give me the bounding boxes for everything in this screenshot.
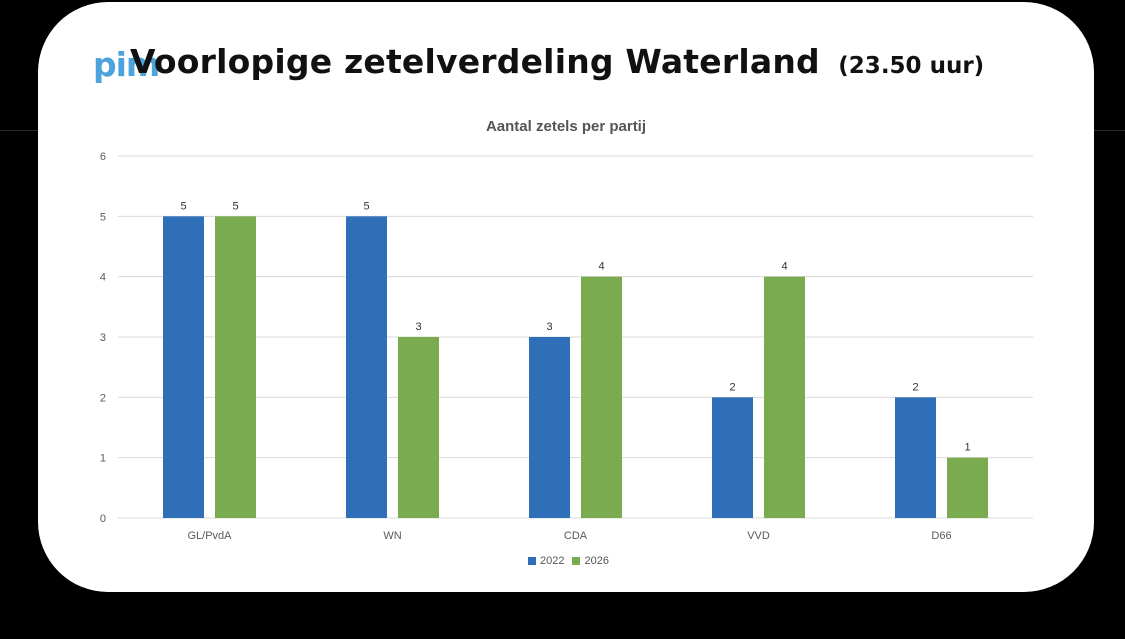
y-tick-label: 5 <box>100 211 106 223</box>
bar-2026 <box>581 276 622 518</box>
bar-2026 <box>764 276 805 518</box>
bar-chart: 0 1 2 3 4 5 6 5 5 GL/PvdA 5 3 WN 3 4 CDA 2 4 VVD 2 1 D66 <box>100 151 1033 542</box>
y-tick-label: 0 <box>100 513 106 525</box>
legend-item-2022: 2022 <box>528 555 564 567</box>
data-label: 5 <box>180 200 186 212</box>
chart-legend: 2022 2026 <box>528 555 609 567</box>
data-label: 2 <box>729 381 735 393</box>
data-label: 5 <box>232 200 238 212</box>
slide-card: pim Voorlopige zetelverdeling Waterland … <box>38 2 1094 592</box>
bar-2022 <box>895 397 936 518</box>
bar-2026 <box>947 457 988 518</box>
y-tick-label: 2 <box>100 392 106 404</box>
y-tick-label: 3 <box>100 332 106 344</box>
chart-title: Aantal zetels per partij <box>485 118 647 135</box>
data-label: 5 <box>363 200 369 212</box>
data-label: 3 <box>415 321 421 333</box>
timestamp: (23.50 uur) <box>838 53 985 79</box>
page-title: Voorlopige zetelverdeling Waterland <box>130 42 820 81</box>
x-tick-label: D66 <box>931 530 951 542</box>
x-tick-label: GL/PvdA <box>187 530 232 542</box>
pim-logo: pim <box>93 45 160 84</box>
legend-label-2026: 2026 <box>584 555 609 567</box>
x-tick-label: WN <box>383 530 401 542</box>
x-tick-label: VVD <box>747 530 770 542</box>
legend-swatch-2022 <box>528 557 536 565</box>
data-label: 4 <box>598 261 604 273</box>
data-label: 3 <box>546 321 552 333</box>
headline: Voorlopige zetelverdeling Waterland (23.… <box>130 42 984 81</box>
y-tick-label: 1 <box>100 453 106 465</box>
bar-2022 <box>712 397 753 518</box>
data-label: 4 <box>781 261 787 273</box>
y-tick-label: 6 <box>100 151 106 163</box>
bar-2026 <box>215 216 256 519</box>
data-label: 2 <box>912 381 918 393</box>
bar-2022 <box>163 216 204 519</box>
x-tick-label: CDA <box>564 530 588 542</box>
legend-swatch-2026 <box>572 557 581 565</box>
bar-2026 <box>398 337 439 518</box>
legend-item-2026: 2026 <box>572 555 609 567</box>
bar-2022 <box>529 337 570 518</box>
y-tick-label: 4 <box>100 272 106 284</box>
legend-label-2022: 2022 <box>540 555 565 567</box>
bar-2022 <box>346 216 387 519</box>
data-label: 1 <box>964 442 970 454</box>
